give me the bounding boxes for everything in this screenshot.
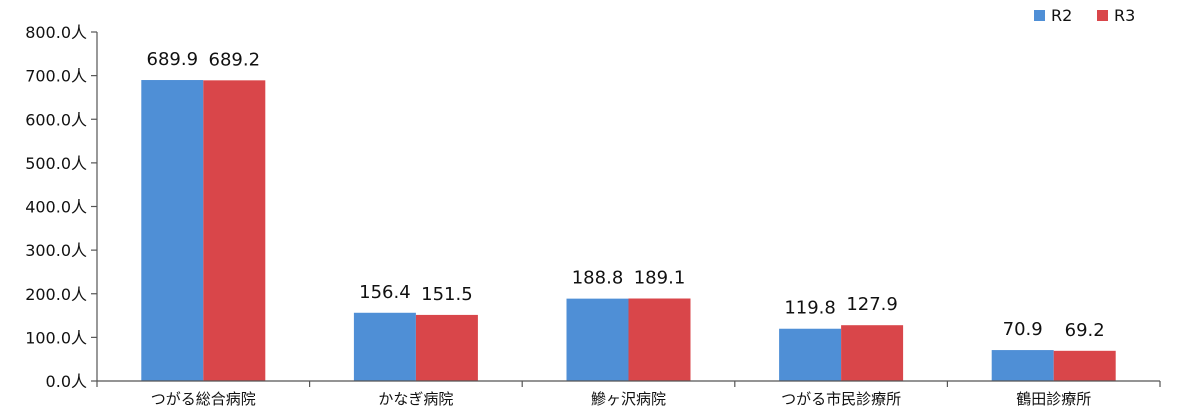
y-tick-label: 500.0人 [25, 154, 87, 173]
bar-r2 [779, 328, 842, 381]
data-label: 689.2 [209, 49, 261, 70]
legend-swatch-r3 [1097, 10, 1108, 21]
category-label: 鶴田診療所 [1016, 390, 1091, 408]
y-tick-label: 400.0人 [25, 198, 87, 217]
bar-r3 [841, 325, 904, 381]
data-label: 189.1 [634, 268, 686, 289]
bar-r2 [991, 350, 1054, 381]
category-label: つがる総合病院 [151, 390, 256, 408]
x-axis: つがる総合病院 かなぎ病院 鰺ヶ沢病院 つがる市民診療所 鶴田診療所 [96, 380, 1161, 408]
y-tick-label: 800.0人 [25, 23, 87, 42]
legend-label-r2: R2 [1051, 6, 1072, 25]
bar-r3 [415, 314, 478, 381]
bar-r3 [1053, 350, 1116, 381]
y-tick-label: 300.0人 [25, 241, 87, 260]
category-label: 鰺ヶ沢病院 [591, 390, 666, 408]
bar-r2 [353, 312, 416, 381]
data-label: 70.9 [1003, 319, 1043, 340]
legend-label-r3: R3 [1114, 6, 1135, 25]
category-label: つがる市民診療所 [781, 390, 901, 408]
bar-r2 [566, 298, 629, 381]
data-label: 127.9 [846, 294, 898, 315]
y-axis: 0.0人 100.0人 200.0人 300.0人 400.0人 500.0人 600.0人… [25, 23, 98, 391]
y-tick-label: 200.0人 [25, 285, 87, 304]
data-labels: 689.9 689.2 156.4 151.5 188.8 189.1 119.8 127.9… [147, 49, 1105, 341]
bar-r3 [203, 80, 266, 382]
y-tick-label: 600.0人 [25, 110, 87, 129]
y-tick-label: 0.0人 [46, 372, 87, 391]
bar-r3 [628, 298, 691, 381]
bar-r2 [141, 80, 204, 381]
data-label: 689.9 [147, 49, 199, 70]
y-tick-label: 100.0人 [25, 328, 87, 347]
y-tick-label: 700.0人 [25, 67, 87, 86]
legend-swatch-r2 [1034, 10, 1045, 21]
data-label: 188.8 [572, 268, 624, 289]
legend: R2 R3 [1034, 6, 1135, 25]
data-label: 156.4 [359, 282, 411, 303]
data-label: 151.5 [421, 284, 473, 305]
data-label: 119.8 [784, 298, 836, 319]
category-label: かなぎ病院 [378, 390, 453, 408]
data-label: 69.2 [1065, 320, 1105, 341]
bar-group [141, 80, 1116, 382]
